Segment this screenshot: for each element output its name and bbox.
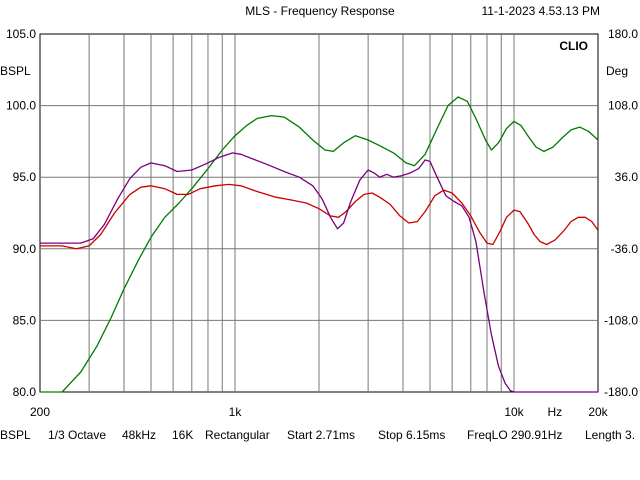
- y-right-tick-label: -36.0: [611, 242, 639, 256]
- footer-setting: Rectangular: [205, 428, 270, 442]
- y-right-tick-label: 36.0: [615, 170, 639, 184]
- y-left-unit-label: BSPL: [0, 64, 31, 78]
- footer-setting: Stop 6.15ms: [378, 428, 445, 442]
- x-tick-labels: 200 1k 10k Hz 20k: [30, 405, 609, 419]
- footer-setting: 48kHz: [122, 428, 156, 442]
- y-right-tick-label: 108.0: [608, 99, 638, 113]
- footer-setting: FreqLO 290.91Hz: [467, 428, 562, 442]
- footer-setting: BSPL: [0, 428, 31, 442]
- y-right-tick-label: -108.0: [604, 313, 638, 327]
- plot-area: [39, 33, 599, 393]
- footer-setting: 16K: [172, 428, 193, 442]
- series-line-2: [40, 183, 599, 250]
- measurement-settings-bar: BSPL 1/3 Octave 48kHz 16K Rectangular Start 2…: [0, 428, 635, 442]
- y-left-tick-label: 100.0: [6, 99, 36, 113]
- x-tick-label: 200: [30, 405, 50, 419]
- series-line-3: [40, 152, 598, 393]
- x-tick-label: 20k: [588, 405, 608, 419]
- x-tick-label: 1k: [229, 405, 243, 419]
- y-grid: [40, 105, 598, 321]
- x-tick-label: 10k: [504, 405, 524, 419]
- y-left-tick-label: 90.0: [13, 242, 37, 256]
- y-right-tick-label: -180.0: [604, 385, 638, 399]
- x-grid: [88, 34, 515, 392]
- chart-title: MLS - Frequency Response: [245, 4, 395, 18]
- y-right-tick-label: 180.0: [608, 27, 638, 41]
- y-right-tick-labels: 180.0 108.0 36.0 -36.0 -108.0 -180.0: [604, 27, 638, 399]
- series-layer: [40, 96, 599, 393]
- footer-setting: 1/3 Octave: [48, 428, 106, 442]
- y-left-tick-label: 95.0: [13, 170, 37, 184]
- footer-setting: Length 3.: [585, 428, 635, 442]
- y-left-tick-label: 85.0: [13, 313, 37, 327]
- clio-brand-label: CLIO: [559, 39, 588, 53]
- x-tick-label: Hz: [547, 405, 562, 419]
- series-line-1: [40, 96, 599, 393]
- footer-setting: Start 2.71ms: [287, 428, 355, 442]
- y-left-tick-labels: 105.0 100.0 95.0 90.0 85.0 80.0: [6, 27, 36, 399]
- y-left-tick-label: 80.0: [13, 385, 37, 399]
- y-right-unit-label: Deg: [606, 64, 628, 78]
- y-left-tick-label: 105.0: [6, 27, 36, 41]
- timestamp: 11-1-2023 4.53.13 PM: [481, 4, 600, 18]
